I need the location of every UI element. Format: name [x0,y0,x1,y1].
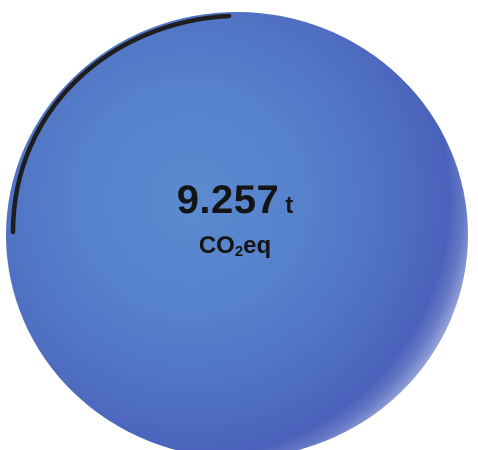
emission-unit: t [285,192,294,219]
gas-label-subscript: 2 [234,243,244,260]
gas-label-suffix: eq [243,232,272,259]
emission-value-line: 9.257 t [130,180,340,220]
emission-readout: 9.257 t CO2eq [130,180,340,259]
emission-value: 9.257 [176,178,280,222]
gas-label: CO2eq [130,232,340,260]
gas-label-prefix: CO [198,232,235,259]
